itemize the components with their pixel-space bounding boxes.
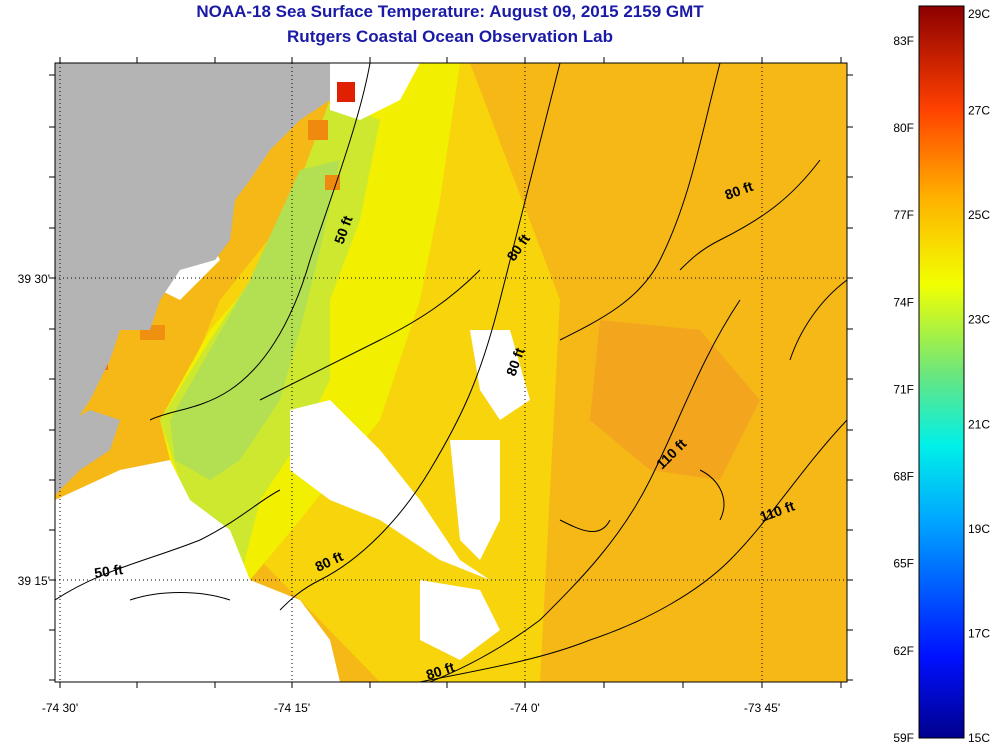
colorbar-c-label: 19C (968, 522, 990, 536)
colorbar-f-label: 80F (893, 121, 914, 135)
cloud-mask-south (420, 580, 500, 660)
colorbar-f-label: 65F (893, 557, 914, 571)
colorbar-fahrenheit-labels: 83F 80F 77F 74F 71F 68F 65F 62F 59F (893, 34, 914, 745)
map-panel (55, 63, 847, 682)
bathymetry-contours (55, 63, 847, 682)
colorbar-f-label: 77F (893, 208, 914, 222)
contour-50ft (149, 63, 371, 421)
cloud-mask-center-east (450, 440, 500, 560)
colorbar-c-label: 25C (968, 208, 990, 222)
colorbar-c-label: 23C (968, 313, 990, 327)
colorbar-c-label: 15C (968, 731, 990, 745)
axis-ticks (49, 57, 853, 688)
contour-110ft (419, 419, 847, 682)
colorbar-f-label: 83F (893, 34, 914, 48)
colorbar-f-label: 62F (893, 644, 914, 658)
lon-tick-label: -74 15' (274, 701, 310, 715)
colorbar-f-label: 71F (893, 382, 914, 396)
cloud-mask-top (330, 63, 420, 120)
warm-pixel-patch (337, 82, 355, 102)
map-subtitle: Rutgers Coastal Ocean Observation Lab (287, 27, 613, 46)
colorbar-c-label: 29C (968, 7, 990, 21)
colorbar-f-label: 68F (893, 470, 914, 484)
map-title: NOAA-18 Sea Surface Temperature: August … (196, 2, 704, 21)
colorbar-c-label: 27C (968, 104, 990, 118)
colorbar-c-label: 21C (968, 417, 990, 431)
lat-tick-label: 39 15' (18, 574, 50, 588)
lon-tick-label: -73 45' (744, 701, 780, 715)
contour-label: 50 ft (93, 561, 124, 581)
land-new-jersey (55, 63, 330, 440)
lat-tick-label: 39 30' (18, 272, 50, 286)
cloud-mask-central (290, 400, 490, 580)
sst-field-warmer-patch (590, 320, 760, 480)
colorbar-f-label: 59F (893, 731, 914, 745)
lon-tick-label: -74 30' (42, 701, 78, 715)
graticule (55, 63, 847, 682)
colorbar-f-label: 74F (893, 295, 914, 309)
colorbar (918, 5, 965, 739)
map-frame (54, 62, 848, 683)
colorbar-celsius-labels: 29C 27C 25C 23C 21C 19C 17C 15C (968, 7, 990, 745)
lon-tick-label: -74 0' (510, 701, 540, 715)
cloud-mask-southwest (55, 460, 340, 682)
colorbar-c-label: 17C (968, 626, 990, 640)
